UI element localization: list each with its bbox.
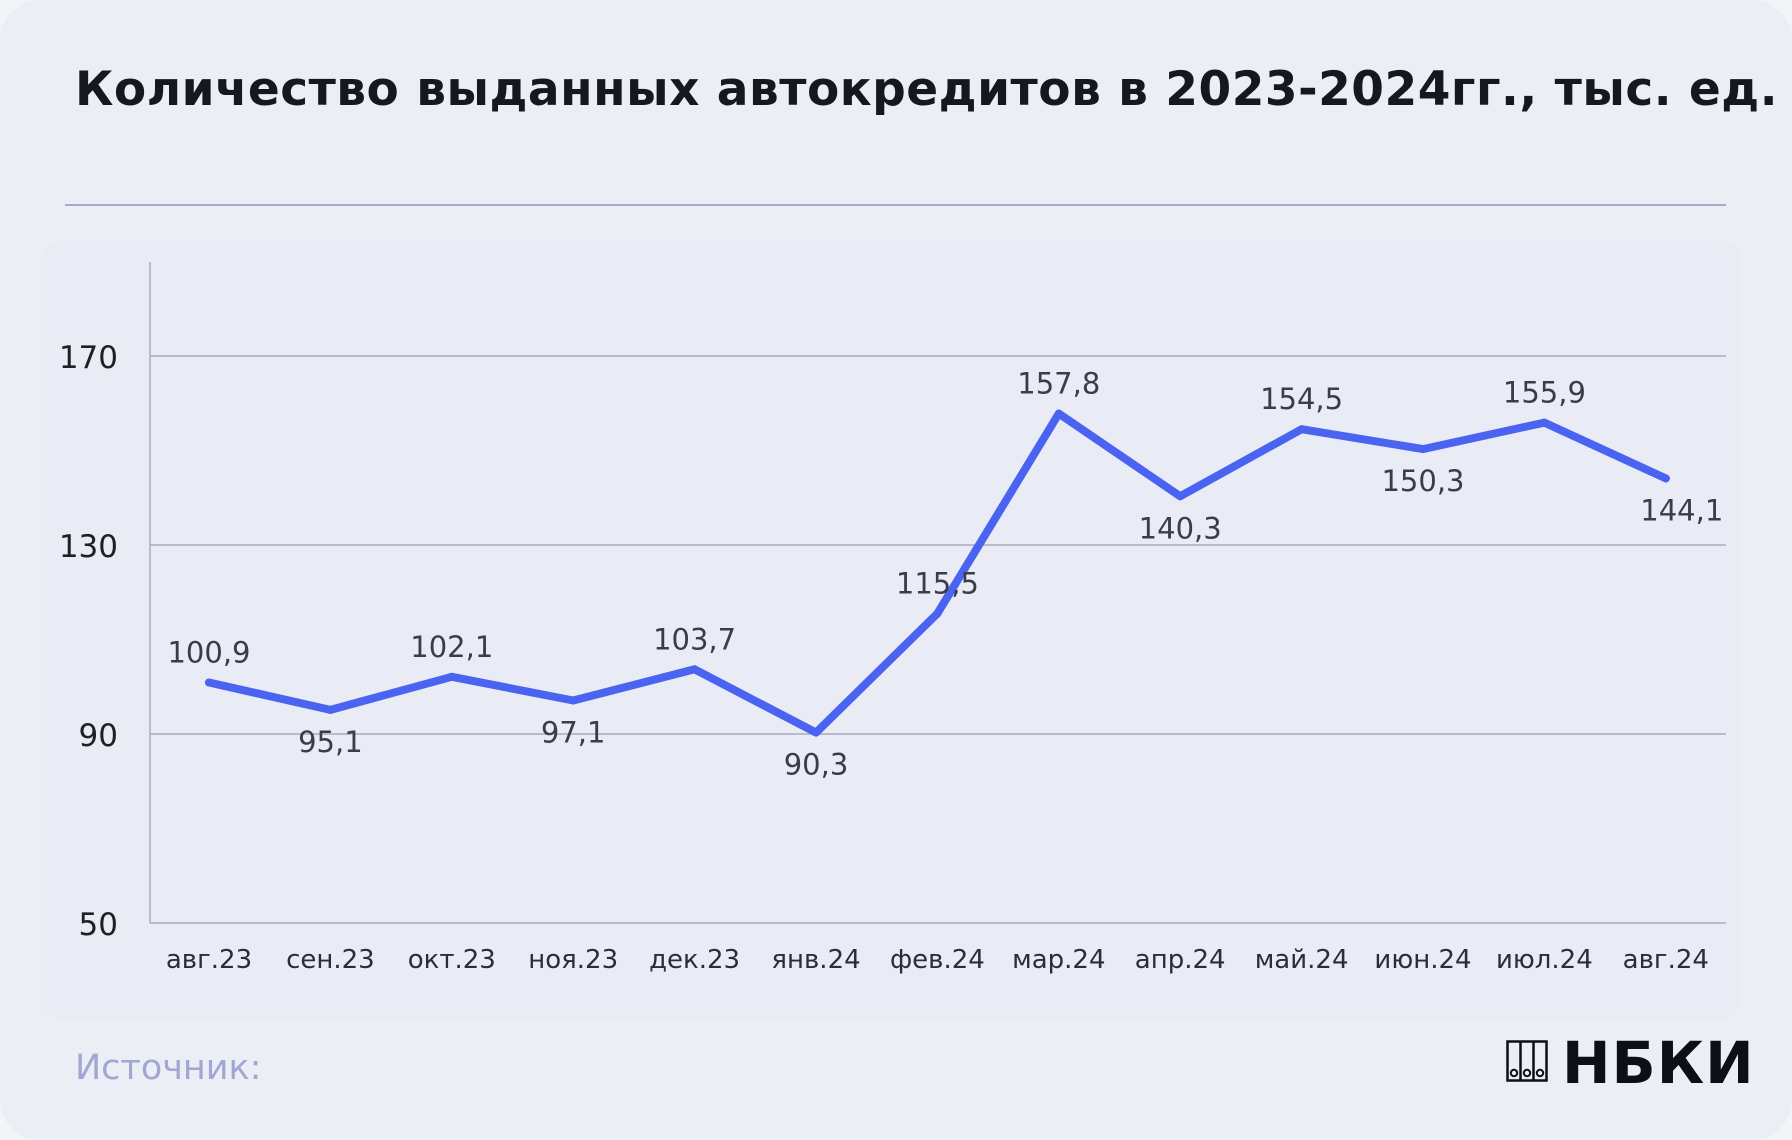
x-tick-label: авг.23 xyxy=(166,945,252,975)
data-label: 102,1 xyxy=(410,630,493,664)
data-point xyxy=(1661,474,1670,483)
chart-title: Количество выданных автокредитов в 2023-… xyxy=(75,62,1779,117)
y-tick-label: 50 xyxy=(79,907,118,943)
x-tick-label: сен.23 xyxy=(286,945,375,975)
y-tick-label: 170 xyxy=(59,340,118,376)
data-label: 140,3 xyxy=(1139,511,1222,545)
data-label: 95,1 xyxy=(298,725,363,759)
x-tick-label: апр.24 xyxy=(1135,945,1226,975)
grid-layer xyxy=(150,355,1726,924)
data-point xyxy=(1054,409,1063,418)
data-point xyxy=(1176,492,1185,501)
plot-panel xyxy=(40,240,1742,1020)
x-tick-label: фев.24 xyxy=(890,945,985,975)
data-label: 90,3 xyxy=(784,748,849,782)
source-label: Источник: xyxy=(75,1048,262,1088)
nbki-logo: НБКИ xyxy=(1506,1030,1754,1096)
y-tick-label: 90 xyxy=(79,718,118,754)
axis-layer: 50 90 130 170 авг.23 сен.23 окт.23 ноя.23 дек.23… xyxy=(59,262,1709,975)
logo-text: НБКИ xyxy=(1562,1029,1755,1097)
x-tick-label: ноя.23 xyxy=(528,945,618,975)
x-tick-label: окт.23 xyxy=(408,945,496,975)
title-divider xyxy=(65,204,1726,206)
data-point xyxy=(1419,445,1427,454)
x-tick-label: дек.23 xyxy=(649,945,740,975)
data-point xyxy=(812,728,820,737)
data-label: 155,9 xyxy=(1503,376,1586,410)
x-tick-label: янв.24 xyxy=(771,945,860,975)
x-tick-label: июн.24 xyxy=(1374,945,1471,975)
data-label: 150,3 xyxy=(1381,464,1464,498)
x-tick-label: июл.24 xyxy=(1496,945,1593,975)
line-layer xyxy=(205,409,1670,737)
data-point xyxy=(326,705,335,714)
data-point xyxy=(569,696,578,705)
data-point xyxy=(1297,425,1306,434)
label-layer: 100,9 95,1 102,1 97,1 103,7 90,3 115,5 157,8 140… xyxy=(167,367,1723,782)
data-point xyxy=(1540,418,1549,427)
data-label: 154,5 xyxy=(1260,382,1343,416)
x-tick-label: мар.24 xyxy=(1012,945,1105,975)
data-point xyxy=(690,665,699,674)
data-label: 115,5 xyxy=(896,567,979,601)
data-point xyxy=(205,678,213,687)
y-tick-label: 130 xyxy=(59,529,118,565)
data-label: 97,1 xyxy=(541,715,606,749)
data-point xyxy=(447,672,456,681)
data-label: 100,9 xyxy=(167,635,250,669)
x-tick-label: май.24 xyxy=(1255,945,1349,975)
data-label: 103,7 xyxy=(653,622,736,656)
x-tick-label: авг.24 xyxy=(1623,945,1709,975)
data-label: 144,1 xyxy=(1640,493,1723,527)
data-label: 157,8 xyxy=(1017,367,1100,401)
data-point xyxy=(933,609,942,618)
nbki-logo-icon xyxy=(1506,1040,1548,1082)
